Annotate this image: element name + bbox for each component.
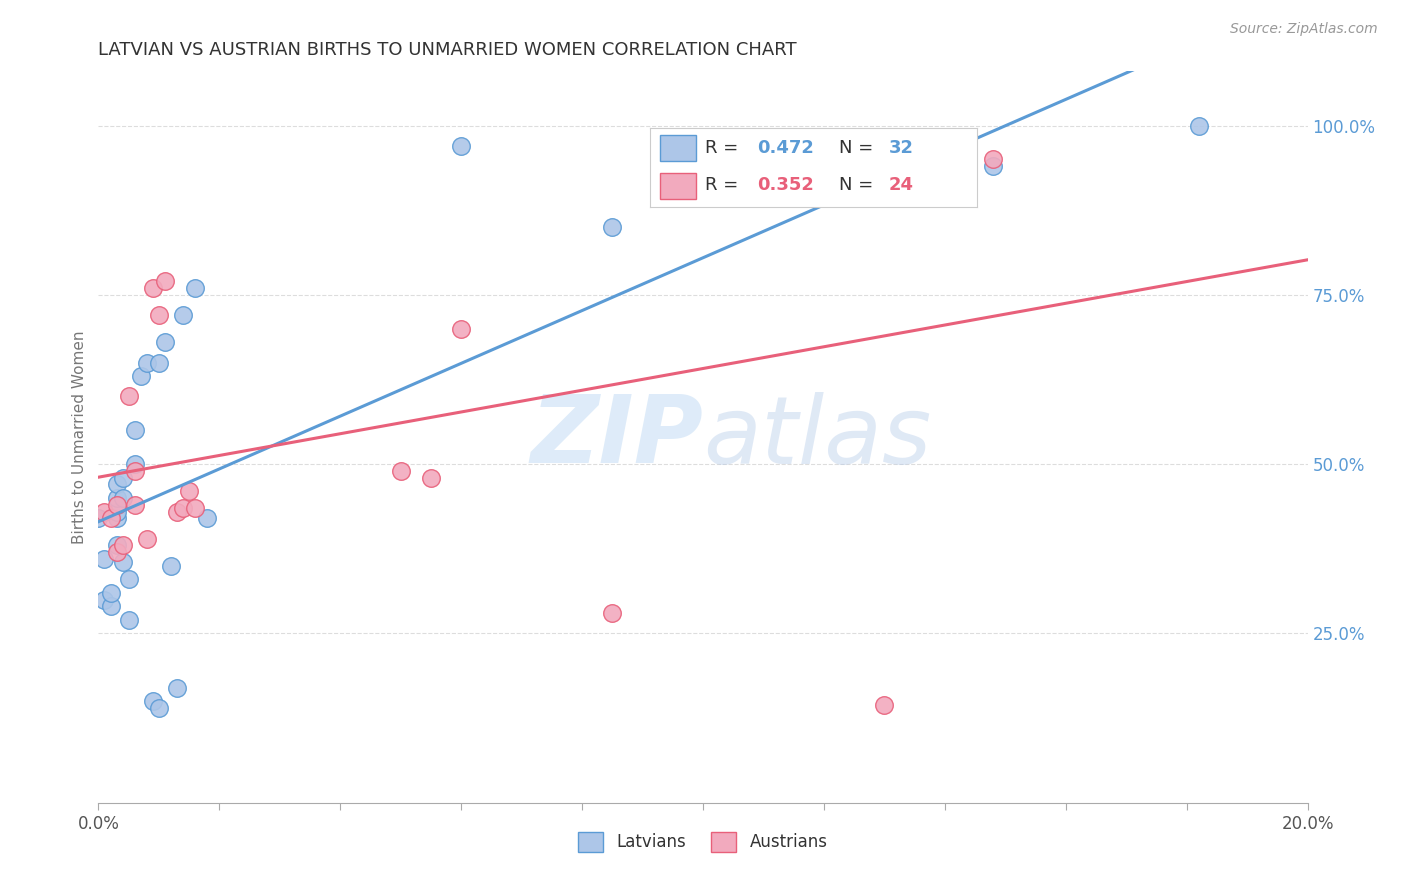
Point	[873, 698, 896, 712]
Point	[195, 511, 218, 525]
Point	[93, 592, 115, 607]
Point	[166, 681, 188, 695]
Text: ZIP: ZIP	[530, 391, 703, 483]
Text: LATVIAN VS AUSTRIAN BIRTHS TO UNMARRIED WOMEN CORRELATION CHART: LATVIAN VS AUSTRIAN BIRTHS TO UNMARRIED …	[98, 41, 797, 59]
Point	[148, 701, 170, 715]
Point	[100, 511, 122, 525]
Point	[111, 471, 134, 485]
Point	[124, 498, 146, 512]
Point	[153, 274, 176, 288]
Point	[105, 538, 128, 552]
Point	[135, 532, 157, 546]
Point	[129, 369, 152, 384]
Point	[124, 423, 146, 437]
Point	[160, 558, 183, 573]
Point	[981, 159, 1004, 173]
Point	[450, 322, 472, 336]
Text: N =: N =	[839, 176, 879, 194]
Point	[153, 335, 176, 350]
Text: 32: 32	[889, 139, 914, 157]
Point	[87, 511, 110, 525]
Point	[602, 220, 624, 235]
Point	[184, 501, 207, 516]
Point	[142, 281, 165, 295]
Point	[111, 538, 134, 552]
Point	[100, 599, 122, 614]
Point	[93, 505, 115, 519]
Point	[1188, 119, 1211, 133]
Point	[148, 308, 170, 322]
Point	[172, 308, 194, 322]
Point	[105, 498, 128, 512]
Point	[450, 139, 472, 153]
Text: Source: ZipAtlas.com: Source: ZipAtlas.com	[1230, 22, 1378, 37]
Point	[148, 355, 170, 369]
Point	[389, 464, 412, 478]
Point	[661, 153, 683, 167]
Bar	[659, 173, 696, 199]
Point	[105, 511, 128, 525]
Text: R =: R =	[706, 176, 744, 194]
Point	[420, 471, 443, 485]
Text: 24: 24	[889, 176, 914, 194]
Point	[184, 281, 207, 295]
Text: 0.352: 0.352	[758, 176, 814, 194]
Bar	[659, 135, 696, 161]
Point	[105, 505, 128, 519]
Y-axis label: Births to Unmarried Women: Births to Unmarried Women	[72, 330, 87, 544]
Point	[124, 464, 146, 478]
Text: 0.472: 0.472	[758, 139, 814, 157]
Point	[172, 501, 194, 516]
Point	[100, 586, 122, 600]
Point	[981, 153, 1004, 167]
Point	[124, 457, 146, 471]
Point	[105, 491, 128, 505]
Point	[118, 613, 141, 627]
Legend: Latvians, Austrians: Latvians, Austrians	[569, 823, 837, 860]
Text: N =: N =	[839, 139, 879, 157]
Point	[93, 552, 115, 566]
Point	[602, 606, 624, 620]
Point	[142, 694, 165, 708]
Point	[118, 572, 141, 586]
Point	[105, 545, 128, 559]
Point	[111, 555, 134, 569]
Point	[166, 505, 188, 519]
Text: R =: R =	[706, 139, 744, 157]
Point	[135, 355, 157, 369]
Point	[783, 145, 806, 160]
Point	[118, 389, 141, 403]
Point	[105, 477, 128, 491]
Point	[111, 491, 134, 505]
Point	[179, 484, 201, 499]
Text: atlas: atlas	[703, 392, 931, 483]
